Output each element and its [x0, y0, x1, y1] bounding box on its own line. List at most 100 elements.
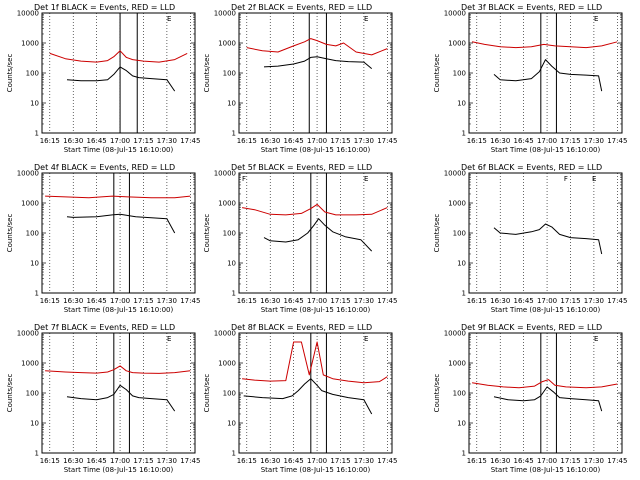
y-tick-label: 100 — [26, 390, 39, 398]
marker-label: E — [364, 335, 368, 343]
plot-frame — [238, 332, 393, 454]
x-tick-label: 17:45 — [607, 297, 627, 305]
y-tick-label: 10 — [227, 100, 236, 108]
marker-label: F — [242, 175, 246, 183]
series-line-black — [493, 223, 603, 255]
y-tick-label: 1 — [462, 130, 466, 138]
y-tick-label: 1 — [462, 450, 466, 458]
y-tick-label: 1000 — [21, 40, 39, 48]
x-tick-label: 16:15 — [237, 297, 257, 305]
y-tick-label: 1 — [462, 290, 466, 298]
x-tick-label: 16:15 — [40, 137, 60, 145]
x-tick-label: 16:30 — [63, 137, 83, 145]
plot-frame — [468, 332, 623, 454]
x-tick-label: 17:30 — [157, 137, 177, 145]
series-line-red — [246, 38, 388, 56]
y-tick-label: 10000 — [444, 330, 466, 338]
chart-title: Det 8f BLACK = Events, RED = LLD — [231, 323, 372, 332]
x-tick-label: 17:30 — [584, 457, 604, 465]
plot-frame — [468, 12, 623, 134]
x-tick-label: 17:15 — [133, 297, 153, 305]
y-tick-label: 10000 — [214, 10, 236, 18]
x-tick-label: 16:45 — [284, 137, 304, 145]
x-tick-label: 17:30 — [157, 457, 177, 465]
series-line-black — [66, 213, 176, 234]
x-tick-label: 16:30 — [63, 457, 83, 465]
x-tick-label: 16:30 — [63, 297, 83, 305]
x-tick-label: 16:15 — [237, 457, 257, 465]
plot-frame — [41, 12, 196, 134]
marker-label: E — [594, 15, 598, 23]
y-tick-label: 1 — [232, 290, 236, 298]
marker-label: E — [364, 15, 368, 23]
y-tick-label: 1000 — [218, 360, 236, 368]
y-tick-label: 1000 — [448, 360, 466, 368]
x-tick-label: 16:45 — [284, 457, 304, 465]
x-axis-label: Start Time (08-Jul-15 16:10:00) — [64, 466, 174, 474]
x-tick-label: 16:45 — [87, 457, 107, 465]
x-tick-label: 16:15 — [467, 457, 487, 465]
x-tick-label: 17:30 — [584, 297, 604, 305]
y-axis-label: Counts/sec — [203, 54, 211, 93]
x-tick-label: 17:15 — [330, 297, 350, 305]
x-tick-label: 17:30 — [354, 457, 374, 465]
x-tick-label: 16:15 — [467, 137, 487, 145]
y-tick-label: 10 — [30, 420, 39, 428]
series-line-black — [66, 384, 176, 412]
y-tick-label: 100 — [223, 390, 236, 398]
series-line-black — [263, 218, 373, 252]
x-tick-label: 17:45 — [180, 297, 200, 305]
x-tick-label: 17:00 — [307, 457, 327, 465]
x-tick-label: 17:00 — [537, 297, 557, 305]
x-tick-label: 17:30 — [584, 137, 604, 145]
x-tick-label: 16:30 — [260, 297, 280, 305]
x-tick-label: 17:30 — [354, 137, 374, 145]
series-line-red — [242, 203, 388, 216]
chart-title: Det 2f BLACK = Events, RED = LLD — [231, 3, 372, 12]
y-tick-label: 10 — [457, 420, 466, 428]
chart-title: Det 9f BLACK = Events, RED = LLD — [461, 323, 602, 332]
y-tick-label: 1000 — [21, 200, 39, 208]
plot-frame — [41, 172, 196, 294]
marker-label: E — [594, 335, 598, 343]
series-line-red — [45, 195, 191, 199]
x-tick-label: 16:15 — [40, 297, 60, 305]
y-tick-label: 1000 — [218, 40, 236, 48]
x-tick-label: 17:45 — [377, 297, 397, 305]
y-tick-label: 10000 — [214, 170, 236, 178]
x-axis-label: Start Time (08-Jul-15 16:10:00) — [261, 466, 371, 474]
marker-label: E — [167, 15, 171, 23]
y-axis-label: Counts/sec — [6, 54, 14, 93]
y-tick-label: 100 — [223, 70, 236, 78]
y-axis-label: Counts/sec — [203, 374, 211, 413]
series-line-black — [493, 59, 603, 92]
y-tick-label: 10 — [30, 260, 39, 268]
y-tick-label: 1 — [35, 450, 39, 458]
series-line-red — [471, 41, 618, 49]
x-tick-label: 17:45 — [377, 137, 397, 145]
x-tick-label: 17:15 — [330, 137, 350, 145]
y-axis-label: Counts/sec — [6, 374, 14, 413]
chart-title: Det 3f BLACK = Events, RED = LLD — [461, 3, 602, 12]
x-tick-label: 17:45 — [180, 457, 200, 465]
y-axis-label: Counts/sec — [433, 54, 441, 93]
x-tick-label: 17:00 — [110, 457, 130, 465]
x-tick-label: 17:15 — [330, 457, 350, 465]
y-axis-label: Counts/sec — [6, 214, 14, 253]
series-line-black — [493, 386, 603, 412]
y-tick-label: 10 — [227, 260, 236, 268]
x-axis-label: Start Time (08-Jul-15 16:10:00) — [64, 306, 174, 314]
x-tick-label: 17:45 — [607, 137, 627, 145]
x-tick-label: 16:45 — [514, 457, 534, 465]
x-tick-label: 17:45 — [377, 457, 397, 465]
x-tick-label: 17:30 — [157, 297, 177, 305]
y-tick-label: 10 — [227, 420, 236, 428]
y-tick-label: 10 — [30, 100, 39, 108]
